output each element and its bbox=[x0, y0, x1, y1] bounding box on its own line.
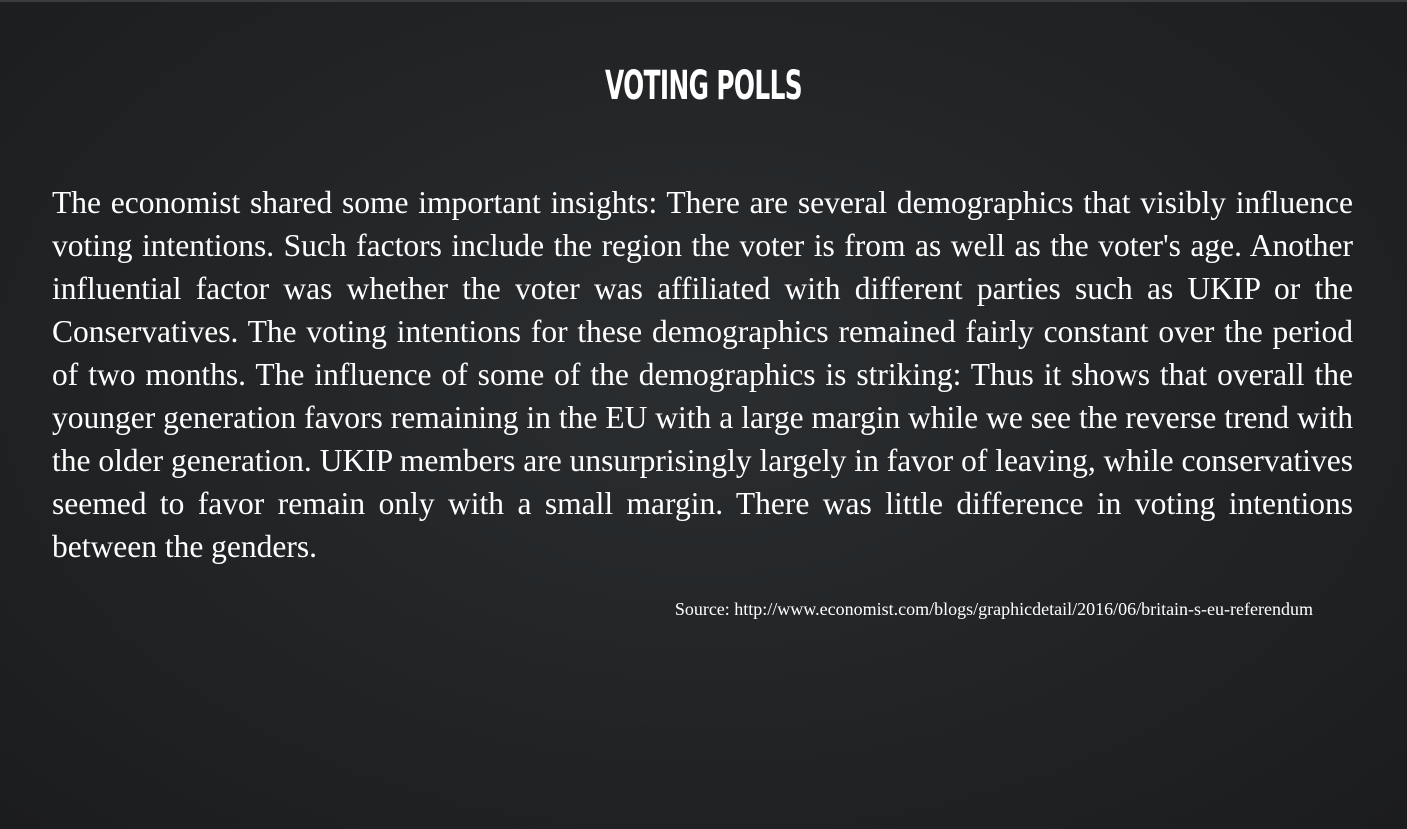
slide-title: VOTING POLLS bbox=[604, 63, 803, 109]
slide-body-text: The economist shared some important insi… bbox=[52, 185, 1353, 564]
source-citation: Source: http://www.economist.com/blogs/g… bbox=[674, 599, 1313, 619]
